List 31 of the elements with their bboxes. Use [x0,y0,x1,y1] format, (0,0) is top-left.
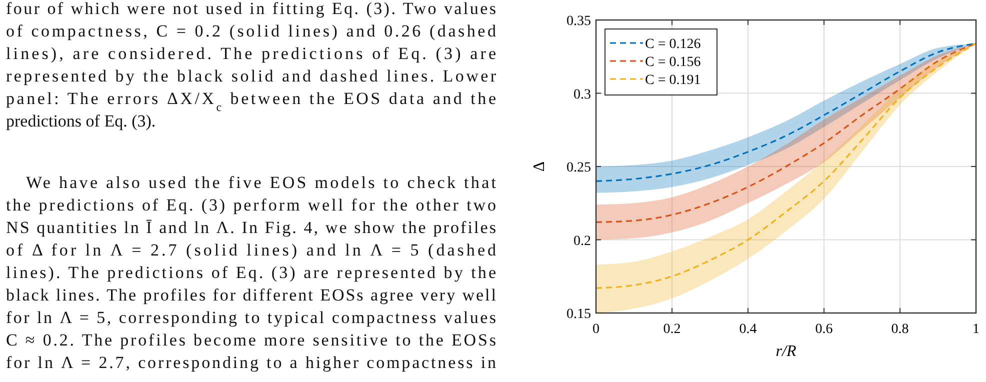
text: C ≈ 0.2. The profiles become more sensitive to the EOSs [6,330,496,350]
legend-label: C = 0.191 [645,73,701,88]
x-tick-label: 0.6 [815,322,833,337]
text: NS quantities ln Ī and ln Λ. In Fig. 4, we show the profiles [6,218,496,237]
legend-label: C = 0.156 [645,55,701,70]
y-tick-label: 0.35 [566,14,591,29]
text: We have also used the five EOS models to check that [26,173,496,192]
x-tick-label: 0.4 [739,322,757,337]
text: of Δ for ln Λ = 2.7 (solid lines) and ln Λ = 5 (dashed [6,240,496,260]
text: represented by the black solid and dashed lines. Lower [6,66,496,86]
x-tick-label: 0.2 [663,322,681,337]
y-tick-label: 0.3 [574,87,591,102]
text: for ln Λ = 5, corresponding to typical compactness values [6,308,496,327]
text: black lines. The profiles for different EOSs agree very well [6,286,496,304]
y-tick-label: 0.15 [566,307,591,322]
text: the predictions of Eq. (3) perform well for the other two [6,196,496,214]
y-tick-label: 0.25 [566,160,591,176]
text: predictions of Eq. (3). [6,112,156,130]
text: four of which were not used in fitting Eq. (3). Two values [6,0,496,18]
x-tick-label: 0.8 [891,322,909,337]
x-tick-label: 0 [592,322,600,337]
x-axis-title: r/R [776,343,796,360]
y-axis-title: Δ [531,161,548,172]
text: of compactness, C = 0.2 (solid lines) and 0.26 (dashed [6,22,496,40]
text: lines). The predictions of Eq. (3) are represented by the [6,263,496,282]
y-tick-label: 0.2 [574,234,591,249]
x-tick-label: 1 [972,322,980,337]
text: lines), are considered. The predictions of Eq. (3) are [6,44,496,63]
legend-label: C = 0.126 [645,37,701,52]
text: panel: The errors ΔX/X$_{c}$ between the EOS data and the [6,89,496,114]
text: for ln Λ = 2.7, corresponding to a higher compactness in [6,353,496,372]
